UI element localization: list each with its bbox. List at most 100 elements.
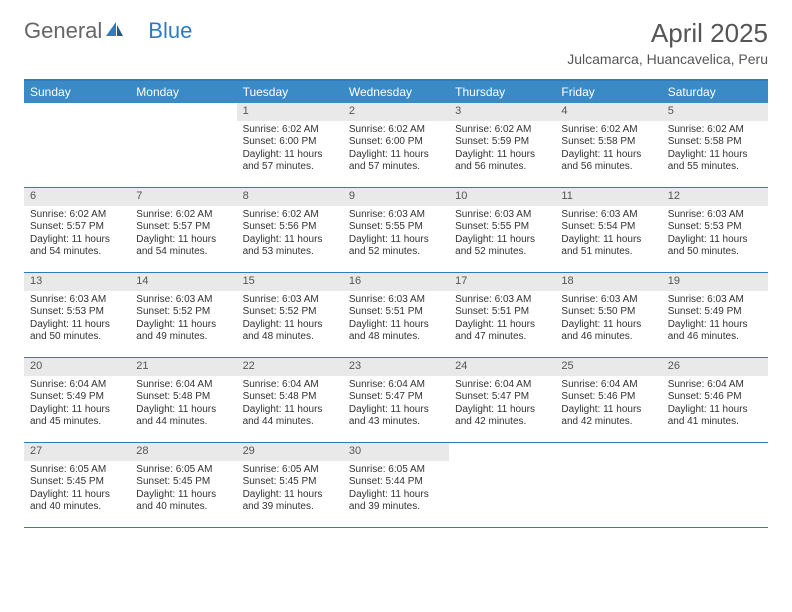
sunset-line: Sunset: 5:55 PM xyxy=(455,221,529,232)
day-number: 28 xyxy=(130,443,236,461)
sunrise-line: Sunrise: 6:03 AM xyxy=(30,294,106,305)
sunset-line: Sunset: 5:46 PM xyxy=(668,391,742,402)
sunset-line: Sunset: 5:47 PM xyxy=(455,391,529,402)
calendar-cell: 19 Sunrise: 6:03 AMSunset: 5:49 PM Dayligh… xyxy=(662,273,768,357)
title-block: April 2025 Julcamarca, Huancavelica, Per… xyxy=(567,18,768,67)
sunset-line: Sunset: 5:45 PM xyxy=(243,476,317,487)
day-name: Wednesday xyxy=(343,81,449,103)
sunset-line: Sunset: 5:54 PM xyxy=(561,221,635,232)
calendar-cell: . xyxy=(449,443,555,527)
day-details: Sunrise: 6:03 AMSunset: 5:49 PM Daylight:… xyxy=(662,291,768,348)
sunrise-line: Sunrise: 6:04 AM xyxy=(136,379,212,390)
day-number: 15 xyxy=(237,273,343,291)
sunrise-line: Sunrise: 6:02 AM xyxy=(136,209,212,220)
day-details: Sunrise: 6:02 AMSunset: 5:56 PMDaylight:… xyxy=(237,206,343,263)
calendar-cell: 15Sunrise: 6:03 AMSunset: 5:52 PMDayligh… xyxy=(237,273,343,357)
calendar-cell: 26Sunrise: 6:04 AMSunset: 5:46 PMDayligh… xyxy=(662,358,768,442)
daylight-line: Daylight: 11 hours and 42 minutes. xyxy=(455,404,535,428)
sunrise-line: Sunrise: 6:03 AM xyxy=(349,294,425,305)
calendar-week: 27Sunrise: 6:05 AMSunset: 5:45 PMDayligh… xyxy=(24,443,768,528)
calendar-week: 13Sunrise: 6:03 AMSunset: 5:53 PMDayligh… xyxy=(24,273,768,358)
calendar-cell: 14Sunrise: 6:03 AMSunset: 5:52 PMDayligh… xyxy=(130,273,236,357)
sunrise-line: Sunrise: 6:02 AM xyxy=(243,209,319,220)
day-number: 5 xyxy=(662,103,768,121)
sunset-line: Sunset: 5:48 PM xyxy=(243,391,317,402)
day-details: Sunrise: 6:04 AMSunset: 5:48 PMDaylight:… xyxy=(237,376,343,433)
sunset-line: Sunset: 5:57 PM xyxy=(136,221,210,232)
day-details: Sunrise: 6:04 AMSunset: 5:46 PMDaylight:… xyxy=(662,376,768,433)
calendar-cell: 17Sunrise: 6:03 AMSunset: 5:51 PMDayligh… xyxy=(449,273,555,357)
day-details: Sunrise: 6:05 AMSunset: 5:45 PMDaylight:… xyxy=(237,461,343,518)
calendar-cell: 30Sunrise: 6:05 AMSunset: 5:44 PMDayligh… xyxy=(343,443,449,527)
day-number: 29 xyxy=(237,443,343,461)
day-details: Sunrise: 6:03 AMSunset: 5:52 PMDaylight:… xyxy=(130,291,236,348)
day-details: Sunrise: 6:03 AMSunset: 5:50 PMDaylight:… xyxy=(555,291,661,348)
calendar-cell: 24Sunrise: 6:04 AMSunset: 5:47 PMDayligh… xyxy=(449,358,555,442)
day-number: 19 xyxy=(662,273,768,291)
day-number: 16 xyxy=(343,273,449,291)
day-details: Sunrise: 6:04 AMSunset: 5:47 PMDaylight:… xyxy=(449,376,555,433)
calendar-cell: 6Sunrise: 6:02 AMSunset: 5:57 PMDaylight… xyxy=(24,188,130,272)
sunrise-line: Sunrise: 6:03 AM xyxy=(668,209,744,220)
sunset-line: Sunset: 5:49 PM xyxy=(30,391,104,402)
day-details: Sunrise: 6:04 AMSunset: 5:46 PMDaylight:… xyxy=(555,376,661,433)
daylight-line: Daylight: 11 hours and 39 minutes. xyxy=(243,489,323,513)
daylight-line: Daylight: 11 hours and 57 minutes. xyxy=(243,149,323,173)
month-title: April 2025 xyxy=(567,18,768,49)
calendar: SundayMondayTuesdayWednesdayThursdayFrid… xyxy=(24,79,768,528)
sunset-line: Sunset: 5:57 PM xyxy=(30,221,104,232)
day-details: Sunrise: 6:02 AMSunset: 5:58 PMDaylight:… xyxy=(555,121,661,178)
day-details: Sunrise: 6:03 AMSunset: 5:54 PMDaylight:… xyxy=(555,206,661,263)
daylight-line: Daylight: 11 hours and 45 minutes. xyxy=(30,404,110,428)
calendar-cell: 22Sunrise: 6:04 AMSunset: 5:48 PMDayligh… xyxy=(237,358,343,442)
daylight-line: Daylight: 11 hours and 48 minutes. xyxy=(243,319,323,343)
calendar-cell: 16Sunrise: 6:03 AMSunset: 5:51 PMDayligh… xyxy=(343,273,449,357)
day-details: Sunrise: 6:02 AMSunset: 6:00 PMDaylight:… xyxy=(237,121,343,178)
day-number: 27 xyxy=(24,443,130,461)
sunset-line: Sunset: 6:00 PM xyxy=(243,136,317,147)
calendar-cell: 7Sunrise: 6:02 AMSunset: 5:57 PMDaylight… xyxy=(130,188,236,272)
daylight-line: Daylight: 11 hours and 54 minutes. xyxy=(136,234,216,258)
day-details: Sunrise: 6:03 AMSunset: 5:51 PMDaylight:… xyxy=(449,291,555,348)
day-number: 3 xyxy=(449,103,555,121)
daylight-line: Daylight: 11 hours and 42 minutes. xyxy=(561,404,641,428)
daylight-line: Daylight: 11 hours and 41 minutes. xyxy=(668,404,748,428)
day-name: Tuesday xyxy=(237,81,343,103)
sunrise-line: Sunrise: 6:04 AM xyxy=(243,379,319,390)
calendar-cell: 13Sunrise: 6:03 AMSunset: 5:53 PMDayligh… xyxy=(24,273,130,357)
day-number: 11 xyxy=(555,188,661,206)
day-number: 9 xyxy=(343,188,449,206)
sunset-line: Sunset: 5:50 PM xyxy=(561,306,635,317)
day-number: 26 xyxy=(662,358,768,376)
calendar-cell: 8Sunrise: 6:02 AMSunset: 5:56 PMDaylight… xyxy=(237,188,343,272)
calendar-cell: 2Sunrise: 6:02 AMSunset: 6:00 PMDaylight… xyxy=(343,103,449,187)
sunrise-line: Sunrise: 6:03 AM xyxy=(136,294,212,305)
sunrise-line: Sunrise: 6:02 AM xyxy=(30,209,106,220)
day-details: Sunrise: 6:03 AMSunset: 5:55 PMDaylight:… xyxy=(449,206,555,263)
location-text: Julcamarca, Huancavelica, Peru xyxy=(567,51,768,67)
daylight-line: Daylight: 11 hours and 53 minutes. xyxy=(243,234,323,258)
sunrise-line: Sunrise: 6:02 AM xyxy=(561,124,637,135)
daylight-line: Daylight: 11 hours and 40 minutes. xyxy=(136,489,216,513)
sunrise-line: Sunrise: 6:05 AM xyxy=(349,464,425,475)
sunset-line: Sunset: 5:49 PM xyxy=(668,306,742,317)
logo-sail-icon xyxy=(104,18,124,44)
calendar-cell: 10Sunrise: 6:03 AMSunset: 5:55 PMDayligh… xyxy=(449,188,555,272)
day-number: 17 xyxy=(449,273,555,291)
calendar-cell: 9Sunrise: 6:03 AMSunset: 5:55 PMDaylight… xyxy=(343,188,449,272)
daylight-line: Daylight: 11 hours and 52 minutes. xyxy=(455,234,535,258)
calendar-cell: . xyxy=(662,443,768,527)
calendar-week: 6Sunrise: 6:02 AMSunset: 5:57 PMDaylight… xyxy=(24,188,768,273)
sunrise-line: Sunrise: 6:03 AM xyxy=(668,294,744,305)
sunset-line: Sunset: 5:55 PM xyxy=(349,221,423,232)
daylight-line: Daylight: 11 hours and 46 minutes. xyxy=(668,319,748,343)
day-details: Sunrise: 6:04 AMSunset: 5:48 PMDaylight:… xyxy=(130,376,236,433)
calendar-cell: 20Sunrise: 6:04 AMSunset: 5:49 PMDayligh… xyxy=(24,358,130,442)
calendar-cell: 28Sunrise: 6:05 AMSunset: 5:45 PMDayligh… xyxy=(130,443,236,527)
sunset-line: Sunset: 5:44 PM xyxy=(349,476,423,487)
calendar-cell: 4Sunrise: 6:02 AMSunset: 5:58 PMDaylight… xyxy=(555,103,661,187)
day-name: Sunday xyxy=(24,81,130,103)
sunset-line: Sunset: 5:59 PM xyxy=(455,136,529,147)
calendar-cell: 1Sunrise: 6:02 AMSunset: 6:00 PMDaylight… xyxy=(237,103,343,187)
daylight-line: Daylight: 11 hours and 50 minutes. xyxy=(30,319,110,343)
